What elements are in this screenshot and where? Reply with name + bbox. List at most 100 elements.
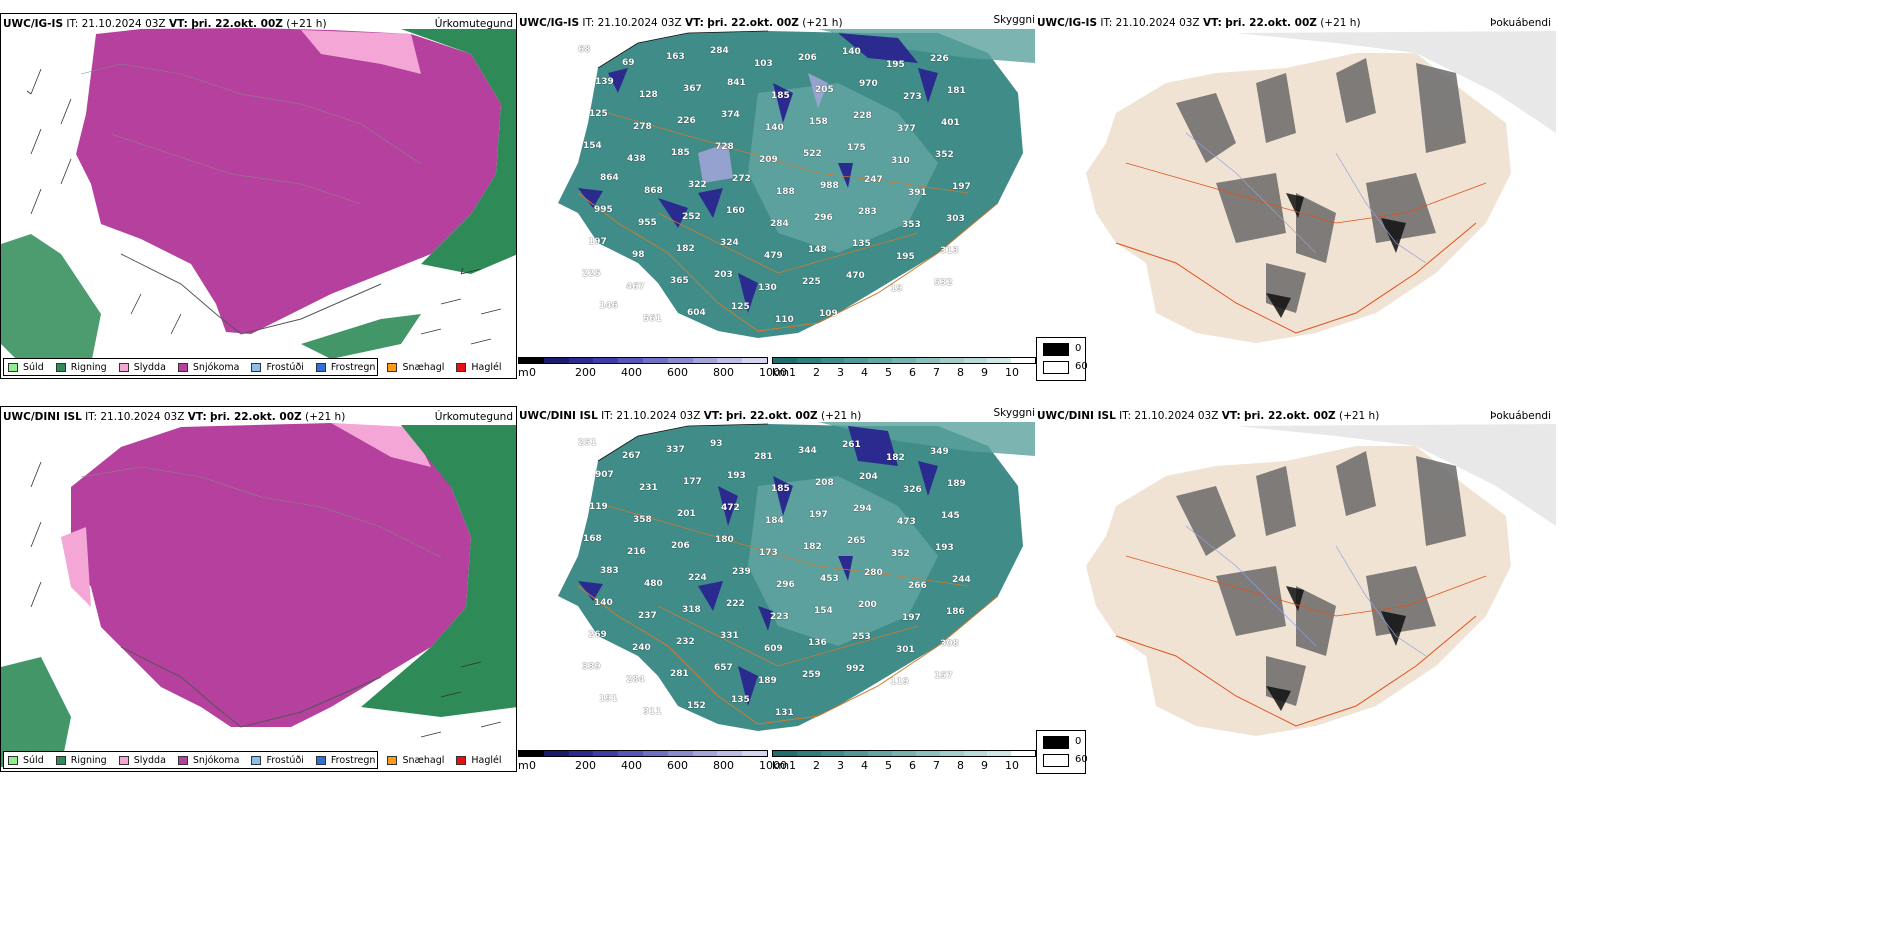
visibility-value-label: 185 xyxy=(771,484,790,494)
visibility-value-label: 391 xyxy=(908,188,927,198)
visibility-value-label: 201 xyxy=(677,509,696,519)
fog-key-low: 0 xyxy=(1075,343,1082,354)
legend-item: Súld xyxy=(8,755,44,766)
legend-item: Rigning xyxy=(55,755,107,766)
legend-item: Slydda xyxy=(118,754,166,766)
colorbar-tick-label: 400 xyxy=(621,366,642,379)
colorbar-tick-label: 600 xyxy=(667,759,688,772)
lead-time: (+21 h) xyxy=(1338,410,1380,422)
visibility-value-label: 148 xyxy=(808,245,827,255)
vt-label: VT: xyxy=(703,410,723,422)
visibility-value-label: 311 xyxy=(643,707,662,717)
visibility-value-label: 197 xyxy=(809,510,828,520)
colorbar-tick-label: 4 xyxy=(861,759,868,772)
visibility-value-label: 208 xyxy=(815,478,834,488)
visibility-value-label: 154 xyxy=(814,606,833,616)
colorbar-segment xyxy=(519,751,544,756)
legend-item: Rigning xyxy=(55,362,107,373)
visibility-value-label: 377 xyxy=(897,124,916,134)
visibility-value-label: 136 xyxy=(808,638,827,648)
model-name: UWC/IG-IS xyxy=(3,18,64,30)
visibility-value-label: 339 xyxy=(582,662,601,672)
fog-panel-bottom: UWC/DINI ISL IT: 21.10.2024 03Z VT: þri.… xyxy=(1036,406,1556,774)
visibility-value-label: 318 xyxy=(682,605,701,615)
fog-key-dark-swatch xyxy=(1043,736,1069,749)
colorbar-tick-label: 9 xyxy=(981,759,988,772)
colorbar-segment xyxy=(543,358,569,363)
visibility-value-label: 157 xyxy=(934,671,953,681)
colorbar-tick-label: 800 xyxy=(713,759,734,772)
colorbar-tick-label: 10 xyxy=(1005,759,1019,772)
visibility-value-label: 206 xyxy=(798,53,817,63)
visibility-value-label: 128 xyxy=(639,90,658,100)
visibility-value-label: 265 xyxy=(847,536,866,546)
colorbar-tick-label: 8 xyxy=(957,366,964,379)
visibility-value-label: 200 xyxy=(858,600,877,610)
fog-key-dark-swatch xyxy=(1043,343,1069,356)
colorbar-segment xyxy=(593,751,619,756)
legend-label: Slydda xyxy=(133,361,166,373)
precip-panel-bottom: UWC/DINI ISL IT: 21.10.2024 03Z VT: þri.… xyxy=(0,406,517,772)
visibility-value-label: 955 xyxy=(638,218,657,228)
visibility-value-label: 152 xyxy=(687,701,706,711)
visibility-value-label: 68 xyxy=(578,45,591,55)
visibility-value-label: 281 xyxy=(670,669,689,679)
vis-header-top: UWC/IG-IS IT: 21.10.2024 03Z VT: þri. 22… xyxy=(519,17,843,29)
visibility-value-label: 284 xyxy=(770,219,789,229)
visibility-value-label: 173 xyxy=(759,548,778,558)
field-title: Skyggni xyxy=(993,14,1036,26)
init-time: 21.10.2024 03Z xyxy=(81,18,166,30)
visibility-value-label: 247 xyxy=(864,175,883,185)
visibility-value-label: 226 xyxy=(677,116,696,126)
colorbar-segment xyxy=(820,358,845,363)
colorbar-segment xyxy=(519,358,544,363)
visibility-value-label: 168 xyxy=(583,534,602,544)
visibility-value-label: 197 xyxy=(588,237,607,247)
colorbar-segment xyxy=(1011,358,1035,363)
legend-item: Snæhagl xyxy=(387,362,444,373)
legend-label: Slydda xyxy=(133,754,166,766)
colorbar-tick-label: 8 xyxy=(957,759,964,772)
precip-legend-top: Súld Rigning Slydda Snjókoma Frostúði Fr… xyxy=(3,358,502,376)
legend-swatch xyxy=(315,755,326,765)
colorbar-segment xyxy=(773,751,797,756)
visibility-value-label: 228 xyxy=(853,111,872,121)
visibility-value-label: 352 xyxy=(935,150,954,160)
visibility-value-label: 195 xyxy=(886,60,905,70)
colorbar-tick-label: 3 xyxy=(837,366,844,379)
legend-label: Frostregn xyxy=(330,754,376,766)
colorbar-segment xyxy=(593,358,619,363)
precip-header-top: UWC/IG-IS IT: 21.10.2024 03Z VT: þri. 22… xyxy=(3,18,327,30)
visibility-value-label: 522 xyxy=(803,149,822,159)
visibility-value-label: 177 xyxy=(683,477,702,487)
legend-label: Snæhagl xyxy=(402,361,445,373)
fog-key-high: 60 xyxy=(1075,361,1088,372)
visibility-value-label: 158 xyxy=(809,117,828,127)
visibility-value-label: 352 xyxy=(891,549,910,559)
colorbar-segment xyxy=(987,751,1012,756)
visibility-value-label: 240 xyxy=(632,643,651,653)
colorbar-tick-label: 6 xyxy=(909,366,916,379)
visibility-value-label: 93 xyxy=(710,439,723,449)
colorbar-segment xyxy=(844,751,869,756)
visibility-value-label: 146 xyxy=(599,301,618,311)
precip-legend-bottom: Súld Rigning Slydda Snjókoma Frostúði Fr… xyxy=(3,751,502,769)
visibility-value-label: 301 xyxy=(896,645,915,655)
legend-item: Haglél xyxy=(456,755,502,766)
visibility-value-label: 180 xyxy=(715,535,734,545)
vt-label: VT: xyxy=(187,411,207,423)
init-time: 21.10.2024 03Z xyxy=(100,411,185,423)
visibility-value-label: 175 xyxy=(847,143,866,153)
model-name: UWC/DINI ISL xyxy=(519,410,598,422)
visibility-value-label: 135 xyxy=(731,695,750,705)
visibility-value-label: 110 xyxy=(775,315,794,325)
colorbar-segment xyxy=(868,358,893,363)
model-name: UWC/DINI ISL xyxy=(3,411,82,423)
visibility-value-label: 197 xyxy=(952,182,971,192)
vis-colorbar-strip xyxy=(772,750,1036,757)
visibility-value-label: 226 xyxy=(930,54,949,64)
colorbar-segment xyxy=(742,358,767,363)
init-time: 21.10.2024 03Z xyxy=(1134,410,1219,422)
fog-key-low: 0 xyxy=(1075,736,1082,747)
visibility-value-label: 467 xyxy=(626,282,645,292)
